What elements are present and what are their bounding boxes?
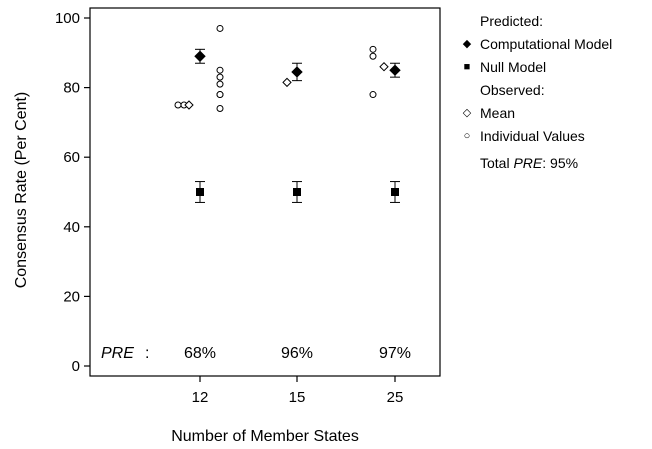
total-label: Total bbox=[480, 155, 510, 171]
legend: Predicted: ◆ Computational Model ■ Null … bbox=[460, 10, 613, 175]
y-tick-label: 0 bbox=[72, 358, 80, 375]
open-diamond-icon: ◇ bbox=[462, 107, 472, 119]
individual-value-point bbox=[216, 24, 224, 32]
legend-item-null-model: ■ Null Model bbox=[460, 56, 612, 79]
total-pre-value: : 95% bbox=[542, 155, 579, 171]
filled-diamond-icon: ◆ bbox=[462, 38, 472, 50]
individual-value-point bbox=[216, 104, 224, 112]
individual-value-point bbox=[216, 73, 224, 81]
x-tick-label: 12 bbox=[192, 389, 209, 406]
x-axis-title: Number of Member States bbox=[171, 428, 359, 445]
pre-value: 96% bbox=[281, 345, 313, 362]
chart-svg: 0 20 40 60 80 100 12 15 25 Consensus Rate (Per … bbox=[13, 7, 441, 445]
y-tick-label: 100 bbox=[55, 10, 80, 27]
filled-square-icon: ■ bbox=[463, 61, 471, 73]
observed-mean-point bbox=[184, 100, 194, 110]
individual-value-point bbox=[216, 91, 224, 99]
legend-item-mean: ◇ Mean bbox=[460, 102, 612, 125]
x-tick-label: 25 bbox=[387, 389, 404, 406]
legend-label: Individual Values bbox=[480, 128, 585, 144]
legend-label: Computational Model bbox=[480, 36, 613, 52]
null-model-point bbox=[196, 188, 204, 196]
legend-item-individual-values: ○ Individual Values bbox=[460, 125, 612, 148]
y-tick-label: 80 bbox=[63, 80, 80, 97]
computational-model-point bbox=[194, 50, 206, 62]
y-tick-label: 40 bbox=[63, 219, 80, 236]
computational-model-point bbox=[291, 66, 303, 78]
individual-value-point bbox=[369, 45, 377, 53]
individual-value-point bbox=[369, 52, 377, 60]
y-axis-title: Consensus Rate (Per Cent) bbox=[13, 92, 30, 289]
individual-value-point bbox=[216, 66, 224, 74]
individual-value-point bbox=[369, 91, 377, 99]
individual-value-point bbox=[216, 80, 224, 88]
legend-label: Mean bbox=[480, 105, 516, 121]
pre-row: PRE : 68% 96% 97% bbox=[101, 345, 411, 362]
pre-value: 97% bbox=[379, 345, 411, 362]
observed-mean-point bbox=[282, 77, 292, 88]
legend-label: Null Model bbox=[480, 59, 547, 75]
x-tick-label: 15 bbox=[289, 389, 306, 406]
legend-header-predicted: Predicted: bbox=[480, 13, 544, 29]
total-pre-label: PRE bbox=[513, 155, 543, 171]
pre-value: 68% bbox=[184, 345, 216, 362]
y-tick-label: 20 bbox=[63, 288, 80, 305]
pre-separator: : bbox=[145, 345, 149, 362]
null-model-point bbox=[391, 188, 399, 196]
data-marks bbox=[174, 24, 401, 203]
legend-total-pre: Total PRE: 95% bbox=[460, 152, 612, 175]
open-circle-icon: ○ bbox=[463, 130, 471, 142]
legend-item-computational-model: ◆ Computational Model bbox=[460, 33, 613, 56]
computational-model-point bbox=[389, 64, 401, 76]
legend-header-observed: Observed: bbox=[480, 82, 545, 98]
null-model-point bbox=[293, 188, 301, 196]
plot-frame bbox=[89, 7, 441, 377]
y-tick-label: 60 bbox=[63, 149, 80, 166]
y-axis: 0 20 40 60 80 100 bbox=[55, 10, 90, 375]
pre-label: PRE bbox=[101, 345, 134, 362]
individual-value-point bbox=[174, 101, 182, 109]
observed-mean-point bbox=[379, 62, 389, 72]
x-axis: 12 15 25 bbox=[192, 376, 404, 406]
